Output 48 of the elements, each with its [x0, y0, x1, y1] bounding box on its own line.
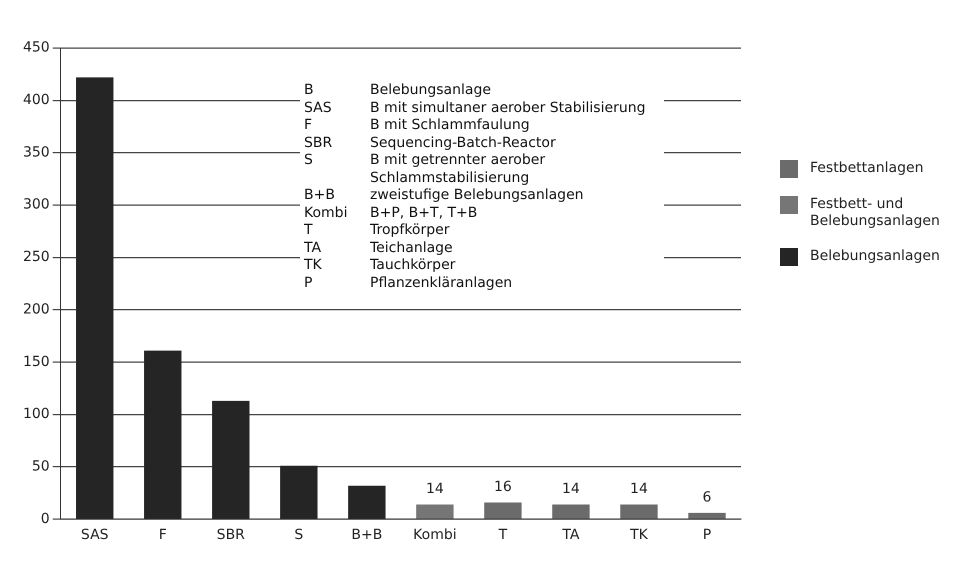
- text: SAS B mit simultaner aerober Stabilisierung: [304, 100, 646, 116]
- x-tick-label: F: [158, 527, 167, 544]
- bar: [552, 504, 590, 519]
- text: B+B zweistufige Belebungsanlagen: [304, 187, 584, 203]
- text: P Pflanzenkläranlagen: [304, 274, 512, 290]
- y-tick-label: 300: [22, 196, 50, 213]
- text: Kombi B+P, B+T, T+B: [304, 204, 478, 220]
- x-tick-label: Kombi: [413, 527, 457, 544]
- y-tick-label: 100: [22, 406, 50, 422]
- text: TK Tauchkörper: [304, 257, 456, 273]
- x-tick-label: P: [702, 527, 712, 544]
- legend-label: Festbettanlagen: [810, 160, 924, 177]
- data-label: 6: [702, 490, 712, 506]
- y-tick-label: 150: [22, 354, 50, 370]
- y-tick-label: 350: [22, 144, 50, 160]
- x-tick-label: T: [498, 527, 508, 544]
- y-tick-label: 250: [22, 249, 50, 266]
- text: SBR Sequencing-Batch-Reactor: [304, 134, 556, 150]
- text: B Belebungsanlage: [304, 82, 491, 98]
- bar: [416, 504, 454, 519]
- text: F B mit Schlammfaulung: [304, 117, 530, 133]
- y-tick-label: 200: [22, 301, 50, 318]
- legend-label: Belebungsanlagen: [810, 248, 940, 265]
- bar: [620, 504, 658, 519]
- bar: [688, 512, 726, 519]
- bar: [348, 486, 386, 519]
- text: TA Teichanlage: [304, 240, 453, 256]
- x-tick-label: SAS: [80, 527, 109, 544]
- bar: [484, 502, 522, 519]
- data-label: 14: [562, 481, 580, 498]
- x-tick-label: TA: [561, 527, 580, 544]
- data-label: 14: [426, 481, 444, 498]
- legend-label: Festbett- und Belebungsanlagen: [810, 196, 941, 230]
- bar: [280, 466, 318, 519]
- x-tick-label: S: [294, 527, 304, 544]
- y-tick-label: 450: [22, 40, 50, 56]
- data-label: 14: [630, 481, 648, 498]
- y-tick-label: 0: [40, 510, 50, 527]
- x-tick-label: TK: [629, 527, 649, 544]
- x-tick-label: B+B: [351, 527, 382, 544]
- bar: [212, 400, 250, 519]
- text: T Tropfkörper: [304, 222, 450, 238]
- data-label: 16: [494, 479, 512, 496]
- bar: [144, 350, 182, 519]
- bar: [76, 77, 114, 519]
- y-tick-label: 50: [32, 458, 50, 474]
- x-tick-label: SBR: [216, 527, 246, 544]
- y-tick-label: 400: [22, 92, 50, 108]
